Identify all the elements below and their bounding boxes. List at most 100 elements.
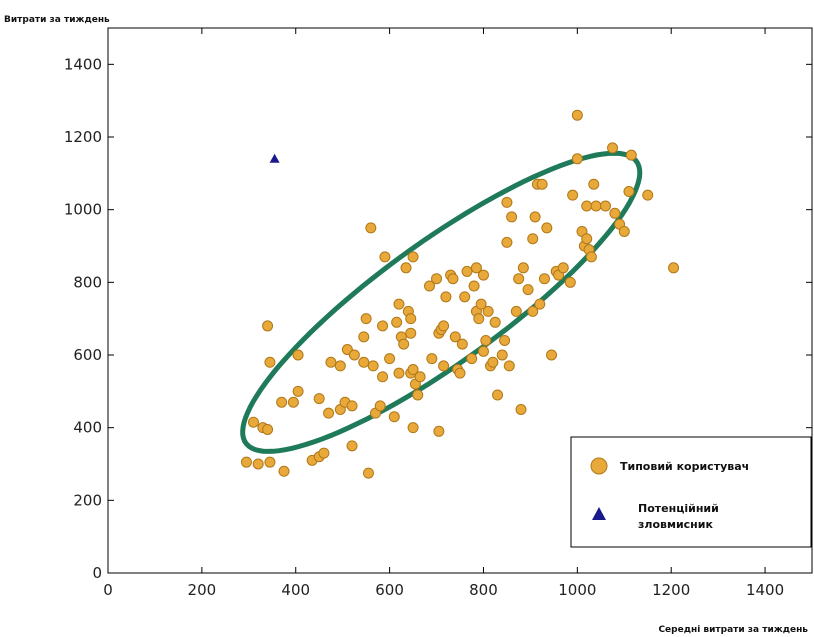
typical-user-point <box>482 305 494 317</box>
typical-user-point <box>276 396 288 408</box>
typical-user-point <box>334 360 346 372</box>
legend-marker-typical <box>590 457 608 475</box>
x-tick-label: 600 <box>375 581 404 599</box>
typical-user-point <box>527 305 539 317</box>
typical-user-point <box>527 233 539 245</box>
typical-user-point <box>407 364 419 376</box>
typical-user-point <box>358 356 370 368</box>
typical-user-point <box>346 440 358 452</box>
x-axis-ticks: 0 200 400 600 800 1000 1200 1400 <box>103 28 784 599</box>
typical-user-point <box>456 338 468 350</box>
typical-user-point <box>438 320 450 332</box>
typical-user-point <box>377 320 389 332</box>
y-tick-label: 1200 <box>64 128 102 146</box>
typical-user-point <box>264 456 276 468</box>
legend-label-malicious: Потенційний зловмисник <box>638 502 719 531</box>
typical-user-point <box>379 251 391 263</box>
typical-user-point <box>590 200 602 212</box>
typical-user-point <box>426 353 438 365</box>
typical-user-point <box>503 360 515 372</box>
typical-user-point <box>571 153 583 165</box>
x-axis-title: Середні витрати за тиждень <box>658 624 808 635</box>
annotations <box>240 150 643 454</box>
typical-user-point <box>588 178 600 190</box>
legend-label-line: Потенційний <box>638 502 719 515</box>
typical-user-point <box>517 262 529 274</box>
typical-user-point <box>642 189 654 201</box>
typical-user-point <box>423 280 435 292</box>
typical-user-point <box>515 404 527 415</box>
typical-user-point <box>384 353 396 365</box>
typical-user-point <box>581 233 593 245</box>
typical-user-point <box>449 331 461 343</box>
legend-box <box>570 436 812 548</box>
typical-user-point <box>618 225 630 237</box>
typical-user-point <box>536 178 548 190</box>
typical-user-point <box>252 458 264 470</box>
typical-user-point <box>623 186 635 197</box>
typical-user-point <box>510 305 522 317</box>
typical-region-ellipse <box>240 150 643 454</box>
typical-user-point <box>365 222 377 234</box>
y-axis-ticks: 0 200 400 600 800 1000 1200 1400 <box>64 55 812 582</box>
typical-user-point <box>585 251 597 263</box>
x-tick-label: 1000 <box>558 581 596 599</box>
typical-user-point <box>501 196 513 208</box>
typical-user-point <box>609 207 621 219</box>
typical-user-point <box>391 316 403 328</box>
typical-user-point <box>405 327 417 339</box>
y-tick-label: 0 <box>92 564 102 582</box>
x-tick-label: 200 <box>188 581 217 599</box>
typical-user-point <box>438 360 450 372</box>
typical-user-point <box>400 262 412 274</box>
typical-user-point <box>433 425 445 437</box>
typical-user-point <box>468 280 480 292</box>
typical-user-point <box>487 356 499 368</box>
typical-user-point <box>405 313 417 325</box>
typical-user-point <box>461 265 473 277</box>
x-tick-label: 0 <box>103 581 113 599</box>
typical-user-point <box>407 251 419 263</box>
typical-user-point <box>541 222 553 234</box>
x-tick-label: 1400 <box>746 581 784 599</box>
typical-user-point <box>581 200 593 212</box>
typical-user-point <box>480 334 492 346</box>
typical-user-point <box>668 262 680 274</box>
typical-user-point <box>262 423 274 435</box>
typical-user-point <box>599 200 611 212</box>
y-tick-label: 400 <box>73 419 102 437</box>
typical-user-point <box>247 416 259 428</box>
typical-user-point <box>262 320 274 332</box>
typical-user-point <box>287 396 299 408</box>
typical-user-point <box>240 456 252 468</box>
malicious-user-point <box>269 153 280 163</box>
typical-user-point <box>571 109 583 121</box>
y-tick-label: 1000 <box>64 201 102 219</box>
typical-user-point <box>407 422 419 434</box>
y-axis-title: Витрати за тиждень <box>4 15 110 25</box>
typical-user-point <box>607 142 619 154</box>
typical-user-point <box>470 262 482 274</box>
typical-user-point <box>492 389 504 401</box>
typical-user-point <box>529 211 541 223</box>
typical-user-point <box>477 269 489 281</box>
y-tick-label: 200 <box>73 491 102 509</box>
y-tick-label: 800 <box>73 273 102 291</box>
x-tick-label: 1200 <box>652 581 690 599</box>
typical-user-point <box>377 371 389 383</box>
typical-user-point <box>278 465 290 477</box>
typical-user-point <box>374 400 386 412</box>
typical-user-point <box>323 407 335 419</box>
typical-user-point <box>325 356 337 368</box>
typical-user-point <box>477 345 489 357</box>
typical-user-point <box>496 349 508 361</box>
typical-user-point <box>538 273 550 285</box>
typical-user-point <box>557 262 569 274</box>
typical-user-point <box>388 411 400 423</box>
typical-user-point <box>358 331 370 343</box>
legend-label-typical: Типовий користувач <box>620 460 749 473</box>
x-tick-label: 400 <box>281 581 310 599</box>
typical-user-point <box>313 393 325 405</box>
typical-user-point <box>393 367 405 379</box>
